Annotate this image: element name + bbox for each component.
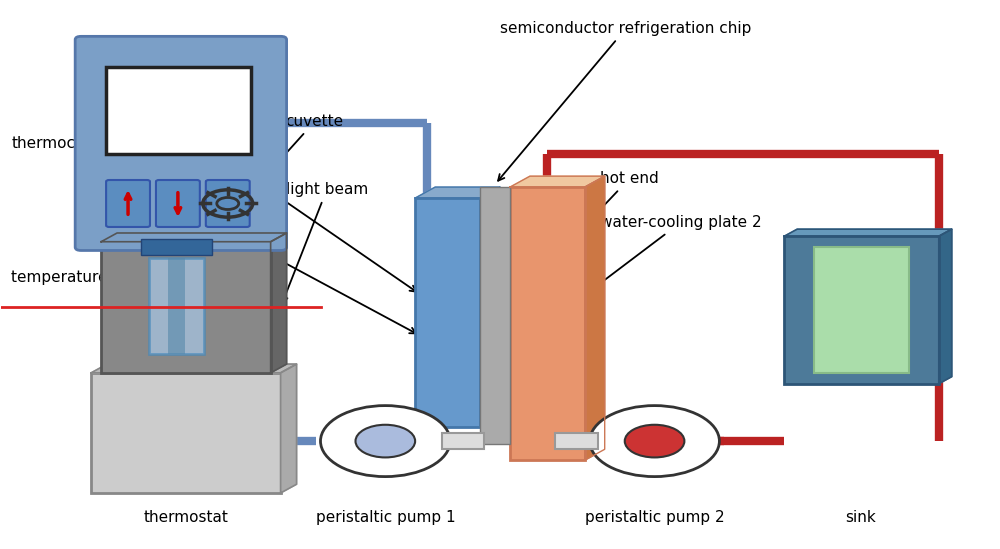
Bar bbox=[106, 67, 251, 154]
FancyBboxPatch shape bbox=[206, 180, 250, 227]
Polygon shape bbox=[281, 364, 297, 493]
Bar bbox=[101, 242, 271, 373]
Bar bbox=[149, 258, 204, 354]
Bar bbox=[480, 187, 510, 444]
Polygon shape bbox=[939, 229, 952, 384]
FancyBboxPatch shape bbox=[156, 180, 200, 227]
Text: water-cooling plate 2: water-cooling plate 2 bbox=[522, 215, 761, 343]
Polygon shape bbox=[510, 176, 605, 187]
Polygon shape bbox=[585, 176, 605, 460]
Text: thermostat: thermostat bbox=[143, 510, 228, 525]
Circle shape bbox=[625, 425, 684, 457]
FancyBboxPatch shape bbox=[106, 180, 150, 227]
FancyBboxPatch shape bbox=[75, 36, 287, 250]
Polygon shape bbox=[91, 364, 297, 373]
Bar bbox=[168, 258, 185, 354]
Text: water-cooling plate 1: water-cooling plate 1 bbox=[124, 212, 416, 333]
Text: peristaltic pump 1: peristaltic pump 1 bbox=[316, 510, 455, 525]
Text: thermocouple: thermocouple bbox=[11, 136, 162, 238]
Text: semiconductor refrigeration chip: semiconductor refrigeration chip bbox=[498, 21, 751, 181]
Polygon shape bbox=[101, 233, 287, 242]
Text: peristaltic pump 2: peristaltic pump 2 bbox=[585, 510, 724, 525]
Bar bbox=[555, 433, 598, 449]
Circle shape bbox=[320, 406, 450, 477]
Text: sink: sink bbox=[846, 510, 876, 525]
Bar bbox=[91, 373, 281, 493]
Text: cuvette: cuvette bbox=[207, 114, 344, 241]
Text: hot end: hot end bbox=[521, 171, 658, 293]
Polygon shape bbox=[784, 229, 952, 236]
Bar bbox=[442, 433, 484, 449]
Circle shape bbox=[590, 406, 719, 477]
Text: cold end: cold end bbox=[220, 171, 416, 292]
Bar bbox=[784, 236, 939, 384]
Text: temperature controller: temperature controller bbox=[11, 249, 186, 285]
Polygon shape bbox=[415, 187, 500, 198]
Circle shape bbox=[356, 425, 415, 457]
Text: light beam: light beam bbox=[282, 182, 368, 303]
Bar bbox=[141, 239, 212, 255]
Bar bbox=[814, 247, 909, 373]
Bar bbox=[415, 198, 480, 428]
Polygon shape bbox=[271, 233, 287, 373]
Bar bbox=[510, 187, 585, 460]
Polygon shape bbox=[480, 187, 500, 428]
